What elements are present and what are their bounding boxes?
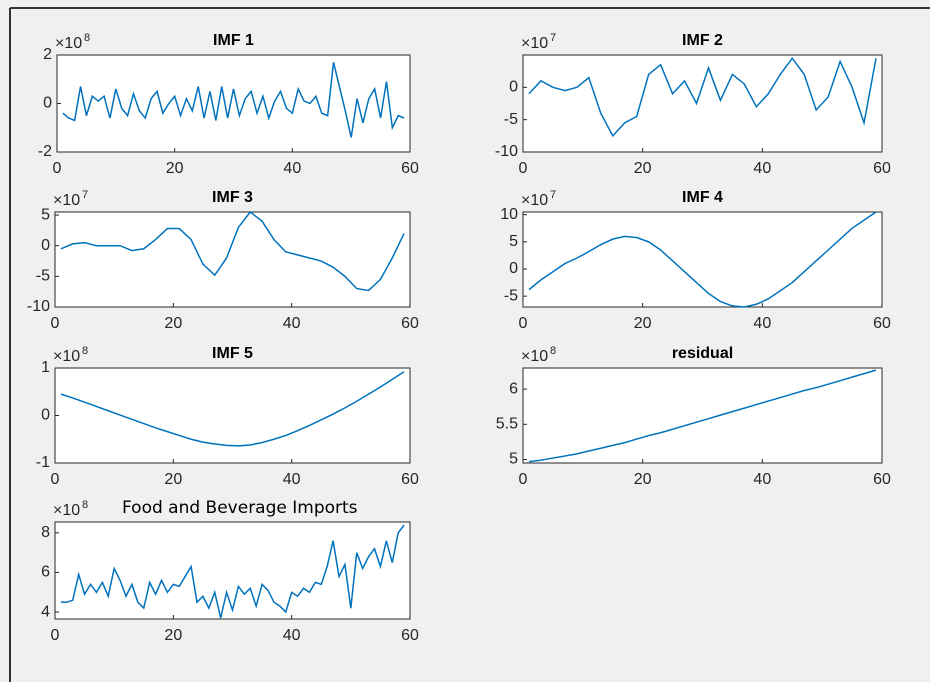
x-tick-label: 20 bbox=[164, 315, 182, 332]
x-tick-label: 20 bbox=[164, 627, 182, 644]
multiplier-power: 7 bbox=[550, 32, 556, 44]
y-tick-label: 0 bbox=[43, 95, 52, 112]
multiplier-base: ×10 bbox=[521, 348, 548, 365]
x-tick-label: 60 bbox=[401, 160, 419, 177]
x-tick-label: 40 bbox=[283, 315, 301, 332]
x-tick-label: 0 bbox=[53, 160, 62, 177]
y-tick-label: 6 bbox=[509, 380, 518, 397]
x-tick-label: 60 bbox=[401, 471, 419, 488]
subplot-title: IMF 5 bbox=[212, 345, 253, 362]
axes-background bbox=[523, 212, 882, 307]
subplot-title: IMF 3 bbox=[212, 189, 253, 206]
x-tick-label: 60 bbox=[401, 315, 419, 332]
x-tick-label: 60 bbox=[401, 627, 419, 644]
multiplier-base: ×10 bbox=[53, 502, 80, 519]
subplot-title: Food and Beverage Imports bbox=[122, 498, 358, 518]
subplot-title: residual bbox=[672, 345, 733, 362]
x-tick-label: 40 bbox=[753, 471, 771, 488]
y-tick-label: 5 bbox=[509, 451, 518, 468]
axes-box bbox=[522, 211, 883, 308]
axes-background bbox=[55, 212, 410, 307]
data-line bbox=[60, 524, 405, 619]
y-tick-label: 5 bbox=[509, 233, 518, 250]
y-tick-label: -10 bbox=[495, 143, 518, 160]
multiplier-base: ×10 bbox=[53, 192, 80, 209]
x-tick-label: 20 bbox=[166, 160, 184, 177]
x-tick-label: 40 bbox=[753, 315, 771, 332]
x-tick-label: 40 bbox=[283, 160, 301, 177]
x-tick-label: 60 bbox=[873, 471, 891, 488]
y-tick-label: 6 bbox=[41, 564, 50, 581]
axes-background bbox=[523, 55, 882, 152]
data-line bbox=[528, 56, 877, 138]
x-tick-label: 0 bbox=[51, 471, 60, 488]
y-tick-label: 0 bbox=[41, 407, 50, 424]
x-tick-label: 0 bbox=[51, 627, 60, 644]
axes-box bbox=[522, 54, 883, 153]
subplot-title: IMF 2 bbox=[682, 32, 723, 49]
x-tick-label: 0 bbox=[519, 471, 528, 488]
y-tick-label: 4 bbox=[41, 603, 50, 620]
x-tick-label: 0 bbox=[519, 315, 528, 332]
y-tick-label: -1 bbox=[36, 454, 50, 471]
multiplier-base: ×10 bbox=[55, 35, 82, 52]
axes-box bbox=[54, 211, 411, 308]
y-tick-label: 2 bbox=[43, 46, 52, 63]
multiplier-power: 8 bbox=[82, 345, 88, 357]
data-line bbox=[60, 371, 405, 447]
multiplier-base: ×10 bbox=[53, 348, 80, 365]
y-tick-label: 5 bbox=[41, 206, 50, 223]
axes-box bbox=[54, 521, 411, 620]
x-tick-label: 0 bbox=[519, 160, 528, 177]
data-line bbox=[62, 62, 405, 138]
x-tick-label: 20 bbox=[634, 471, 652, 488]
y-tick-label: 0 bbox=[509, 79, 518, 96]
y-tick-label: 8 bbox=[41, 524, 50, 541]
y-tick-label: 5.5 bbox=[496, 416, 518, 433]
axes-background bbox=[55, 522, 410, 619]
x-tick-label: 20 bbox=[634, 315, 652, 332]
x-tick-label: 0 bbox=[51, 315, 60, 332]
y-tick-label: 0 bbox=[509, 260, 518, 277]
x-tick-label: 40 bbox=[283, 627, 301, 644]
x-tick-label: 20 bbox=[164, 471, 182, 488]
x-tick-label: 60 bbox=[873, 315, 891, 332]
data-line bbox=[60, 211, 405, 292]
axes-box bbox=[56, 54, 411, 153]
multiplier-power: 8 bbox=[84, 32, 90, 44]
axes-background bbox=[523, 368, 882, 463]
axes-background bbox=[55, 368, 410, 463]
x-tick-label: 20 bbox=[634, 160, 652, 177]
axes-box bbox=[522, 367, 883, 464]
data-line bbox=[528, 211, 877, 308]
multiplier-power: 8 bbox=[82, 499, 88, 511]
subplot-title: IMF 1 bbox=[213, 32, 254, 49]
y-tick-label: -5 bbox=[504, 287, 518, 304]
multiplier-base: ×10 bbox=[521, 35, 548, 52]
multiplier-power: 7 bbox=[550, 189, 556, 201]
y-tick-label: 0 bbox=[41, 237, 50, 254]
x-tick-label: 40 bbox=[283, 471, 301, 488]
x-tick-label: 60 bbox=[873, 160, 891, 177]
y-tick-label: -10 bbox=[27, 298, 50, 315]
y-tick-label: -5 bbox=[36, 268, 50, 285]
y-tick-label: 1 bbox=[41, 359, 50, 376]
subplot-title: IMF 4 bbox=[682, 189, 723, 206]
y-tick-label: 10 bbox=[500, 206, 518, 223]
data-line bbox=[528, 369, 877, 463]
axes-box bbox=[54, 367, 411, 464]
x-tick-label: 40 bbox=[753, 160, 771, 177]
y-tick-label: -2 bbox=[38, 143, 52, 160]
multiplier-power: 8 bbox=[550, 345, 556, 357]
multiplier-power: 7 bbox=[82, 189, 88, 201]
multiplier-base: ×10 bbox=[521, 192, 548, 209]
y-tick-label: -5 bbox=[504, 111, 518, 128]
